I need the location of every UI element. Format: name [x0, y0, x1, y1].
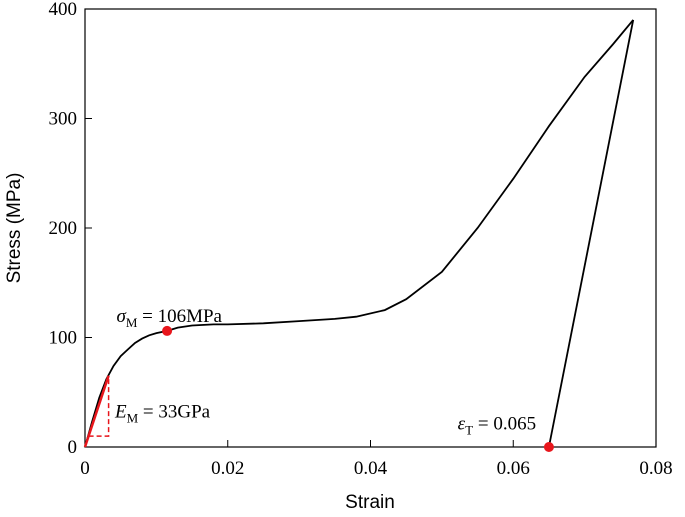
unloading-line	[548, 19, 635, 448]
y-axis-title: Stress (MPa)	[4, 173, 25, 284]
y-tick-label: 200	[49, 218, 78, 239]
y-tick-label: 300	[49, 109, 78, 130]
epsilon-subscript: T	[465, 422, 473, 437]
modulus-subscript: M	[127, 410, 139, 425]
y-tick-label: 100	[49, 328, 78, 349]
x-axis-ticks: 0 0.02 0.04 0.06 0.08	[80, 440, 673, 479]
y-tick-label: 400	[49, 0, 78, 20]
sigma-m-marker	[162, 325, 173, 336]
y-axis-ticks: 0 100 200 300 400	[49, 0, 92, 458]
stress-strain-curve	[84, 19, 634, 448]
sigma-value: = 106MPa	[137, 306, 222, 327]
sigma-subscript: M	[126, 315, 138, 330]
x-tick-label: 0.04	[354, 458, 388, 479]
epsilon-value: = 0.065	[473, 413, 536, 434]
epsilon-t-marker	[543, 442, 554, 452]
modulus-triangle	[88, 375, 110, 437]
epsilon-symbol: ε	[458, 413, 466, 434]
modulus-symbol: E	[114, 401, 127, 422]
x-tick-label: 0.06	[497, 458, 530, 479]
sigma-m-annotation: σM = 106MPa	[116, 306, 222, 330]
x-tick-label: 0	[80, 458, 90, 479]
sigma-symbol: σ	[116, 306, 126, 327]
y-tick-label: 0	[68, 437, 78, 458]
plot-frame	[84, 8, 657, 448]
modulus-value: = 33GPa	[138, 401, 211, 422]
epsilon-t-annotation: εT = 0.065	[458, 413, 536, 437]
x-tick-label: 0.08	[639, 458, 672, 479]
x-tick-label: 0.02	[211, 458, 244, 479]
modulus-annotation: EM = 33GPa	[114, 401, 211, 425]
x-axis-title: Strain	[345, 492, 395, 513]
modulus-line	[83, 375, 110, 448]
